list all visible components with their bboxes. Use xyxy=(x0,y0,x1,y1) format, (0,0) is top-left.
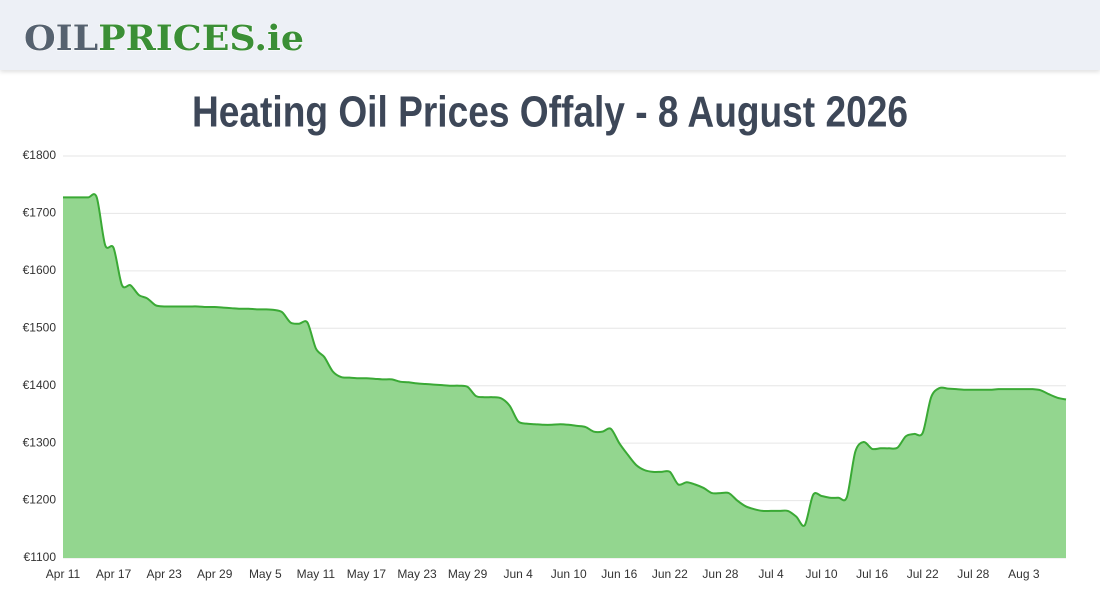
chart-title: Heating Oil Prices Offaly - 8 August 202… xyxy=(192,88,908,137)
x-tick-label: May 11 xyxy=(297,567,336,581)
x-tick-label: Aug 3 xyxy=(1008,567,1040,581)
y-tick-label: €1300 xyxy=(23,435,57,449)
x-tick-label: Apr 11 xyxy=(46,567,81,581)
y-tick-label: €1400 xyxy=(23,378,57,392)
x-tick-label: Jul 10 xyxy=(806,567,838,581)
y-tick-label: €1700 xyxy=(23,206,57,220)
y-tick-label: €1600 xyxy=(23,263,57,277)
x-tick-label: Jun 4 xyxy=(503,567,533,581)
header-bar xyxy=(0,0,1100,70)
logo-prices: PRICES.ie xyxy=(98,18,304,59)
logo[interactable]: OILPRICES.ie xyxy=(24,18,305,60)
x-tick-label: May 23 xyxy=(397,567,437,581)
x-tick-label: Jun 28 xyxy=(702,567,738,581)
x-tick-label: Jul 22 xyxy=(907,567,939,581)
y-tick-label: €1200 xyxy=(23,493,57,507)
x-tick-label: Apr 23 xyxy=(146,567,182,581)
x-tick-label: Jul 28 xyxy=(957,567,989,581)
x-tick-label: Jul 4 xyxy=(758,567,784,581)
x-tick-label: Apr 17 xyxy=(96,567,132,581)
x-tick-label: Jun 22 xyxy=(652,567,688,581)
y-tick-label: €1500 xyxy=(23,320,57,334)
x-tick-label: May 5 xyxy=(249,567,282,581)
x-tick-label: May 17 xyxy=(347,567,387,581)
y-tick-label: €1100 xyxy=(24,550,57,564)
x-tick-label: Jun 10 xyxy=(551,567,587,581)
x-tick-label: Apr 29 xyxy=(197,567,233,581)
x-tick-label: Jul 16 xyxy=(856,567,888,581)
y-tick-label: €1800 xyxy=(23,148,57,162)
x-tick-label: Jun 16 xyxy=(601,567,637,581)
logo-oil: OIL xyxy=(24,18,98,59)
price-line xyxy=(62,193,1067,527)
area-fill xyxy=(63,194,1066,559)
x-tick-label: May 29 xyxy=(448,567,488,581)
